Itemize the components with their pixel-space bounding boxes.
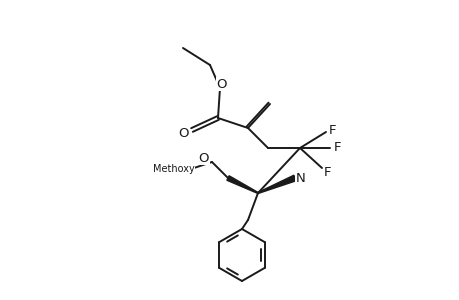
Text: O: O <box>198 152 209 164</box>
Text: O: O <box>216 77 227 91</box>
Polygon shape <box>257 175 296 194</box>
Text: F: F <box>324 166 331 178</box>
Polygon shape <box>226 176 257 194</box>
Text: Methoxy: Methoxy <box>153 164 195 174</box>
Text: F: F <box>329 124 336 136</box>
Text: O: O <box>179 127 189 140</box>
Text: N: N <box>296 172 305 185</box>
Text: F: F <box>334 140 341 154</box>
